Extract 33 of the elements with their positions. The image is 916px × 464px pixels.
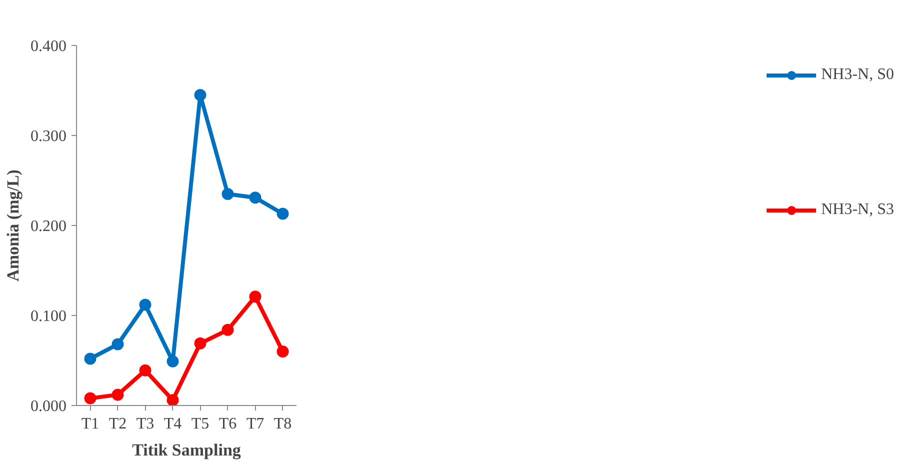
point [112,338,124,350]
legend-label: NH3-N, S3 [821,201,894,219]
y-tick-label: 0.200 [30,218,66,235]
point [222,324,234,336]
point [139,298,152,311]
x-tick-label: T5 [191,416,210,432]
x-tick-label: T1 [81,416,100,432]
y-tick-label: 0.100 [30,308,66,325]
x-tick-label: T2 [108,416,127,432]
point [222,188,234,200]
point [84,352,96,365]
y-tick-label: 0.000 [30,398,66,415]
x-tick-label: T8 [274,416,292,432]
x-tick-label: T6 [218,416,237,432]
x-axis-title: Titik Sampling [132,440,242,460]
x-tick-label: T4 [164,416,182,432]
point [112,388,124,401]
point [249,290,262,303]
point [194,89,206,101]
point [166,394,179,406]
point [166,355,179,368]
y-tick-label: 0.400 [30,38,66,55]
legend-label: NH3-N, S0 [821,66,894,84]
point [194,337,206,350]
point [84,392,96,404]
y-axis-title: Amonia (mg/L) [4,170,22,282]
y-tick-label: 0.300 [30,128,66,145]
x-tick-label: T3 [136,416,154,432]
point [276,346,289,358]
x-tick-label: T7 [246,416,264,432]
point [276,208,289,220]
point [249,192,262,204]
point [139,364,152,376]
